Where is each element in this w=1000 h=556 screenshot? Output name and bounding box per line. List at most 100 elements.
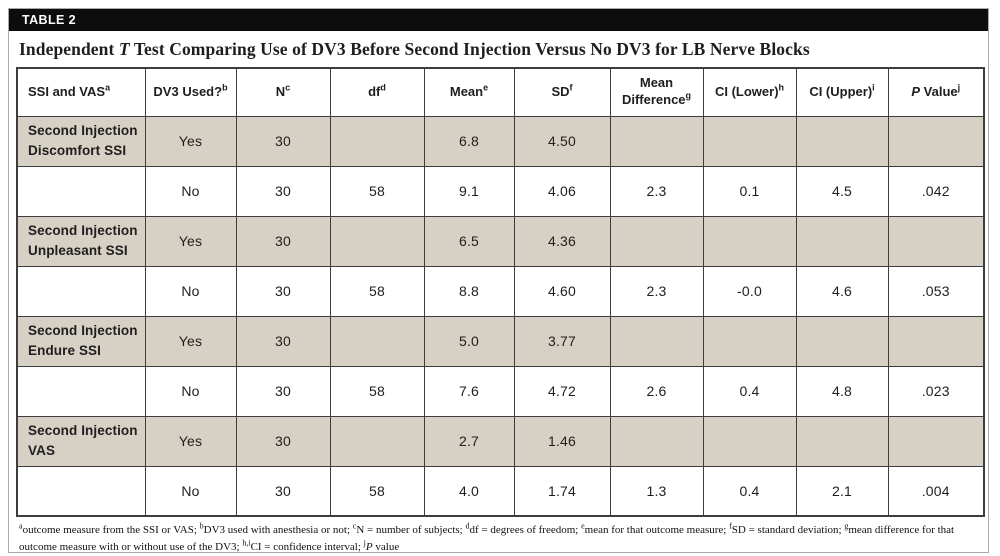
table-cell: 2.3 xyxy=(609,265,704,317)
table-cell xyxy=(702,215,797,267)
table-row: Second Injection Endure SSI Yes 30 5.0 3.77 xyxy=(16,315,985,367)
table-cell xyxy=(609,315,704,367)
table-cell: 1.74 xyxy=(513,465,611,517)
column-header-ci-upper: CI (Upper)i xyxy=(795,67,889,117)
table-body: Second Injection Discomfort SSI Yes 30 6.8 4… xyxy=(16,115,985,517)
table-cell: 0.4 xyxy=(702,365,797,417)
table-cell: 2.3 xyxy=(609,165,704,217)
table-cell: 2.7 xyxy=(423,415,515,467)
column-label: CI (Upper) xyxy=(809,83,873,99)
column-header-ssi-vas: SSI and VASa xyxy=(16,67,146,117)
title-text-post: Test Comparing Use of DV3 Before Second … xyxy=(129,39,810,59)
table-cell: Yes xyxy=(144,315,237,367)
row-group-label: Second Injection VAS xyxy=(16,415,146,467)
footnote-superscript: a xyxy=(19,521,23,531)
column-label: SSI and VAS xyxy=(28,83,106,99)
column-superscript: g xyxy=(685,90,692,101)
table-cell xyxy=(795,315,889,367)
table-cell xyxy=(329,415,425,467)
table-cell xyxy=(609,115,704,167)
table-row: No 30 58 9.1 4.06 2.3 0.1 4.5.042 xyxy=(16,165,985,217)
column-label: Mean Difference xyxy=(621,75,686,108)
table-cell: 0.1 xyxy=(702,165,797,217)
table-cell xyxy=(795,415,889,467)
table-cell: 58 xyxy=(329,365,425,417)
table-cell xyxy=(795,115,889,167)
column-superscript: i xyxy=(872,82,875,93)
column-label: CI (Lower) xyxy=(714,83,779,99)
row-group-label xyxy=(16,365,146,417)
column-superscript: j xyxy=(957,82,961,93)
table-cell xyxy=(795,215,889,267)
row-group-label xyxy=(16,465,146,517)
column-superscript: a xyxy=(105,82,111,93)
table-row: Second Injection Unpleasant SSI Yes 30 6.5 4… xyxy=(16,215,985,267)
table-cell: Yes xyxy=(144,415,237,467)
table-cell: 30 xyxy=(235,465,331,517)
footnote-superscript: c xyxy=(352,521,357,531)
table-cell: No xyxy=(144,165,237,217)
table-cell xyxy=(609,215,704,267)
row-group-label xyxy=(16,165,146,217)
table-cell: 30 xyxy=(235,165,331,217)
column-label: Mean xyxy=(449,83,484,99)
table-cell: No xyxy=(144,265,237,317)
table-cell: No xyxy=(144,365,237,417)
table-cell: 30 xyxy=(235,215,331,267)
table-cell: 58 xyxy=(329,465,425,517)
column-superscript: c xyxy=(285,82,291,93)
table-cell: 30 xyxy=(235,315,331,367)
table-cell: 4.06 xyxy=(513,165,611,217)
row-group-label: Second Injection Endure SSI xyxy=(16,315,146,367)
table-cell xyxy=(329,115,425,167)
table-cell xyxy=(702,415,797,467)
footnote-superscript: g xyxy=(844,521,849,531)
column-label-italic: P xyxy=(911,83,921,99)
column-header-mean: Meane xyxy=(423,67,515,117)
column-superscript: f xyxy=(569,82,573,93)
table-cell: 58 xyxy=(329,165,425,217)
table-cell: 30 xyxy=(235,415,331,467)
table-cell: 6.5 xyxy=(423,215,515,267)
table-cell: 6.8 xyxy=(423,115,515,167)
table-row: Second Injection VAS Yes 30 2.7 1.46 xyxy=(16,415,985,467)
table-cell: 58 xyxy=(329,265,425,317)
column-header-ci-lower: CI (Lower)h xyxy=(702,67,797,117)
column-header-p-value: P Valuej xyxy=(887,67,985,117)
table-header: SSI and VASa DV3 Used?b Nc dfd Meane SDf… xyxy=(16,67,985,117)
table-cell: 3.77 xyxy=(513,315,611,367)
column-header-n: Nc xyxy=(235,67,331,117)
column-header-sd: SDf xyxy=(513,67,611,117)
table-title: Independent T Test Comparing Use of DV3 … xyxy=(9,31,988,67)
table-cell: 4.0 xyxy=(423,465,515,517)
table-cell: 8.8 xyxy=(423,265,515,317)
table-cell xyxy=(609,415,704,467)
table-cell xyxy=(702,115,797,167)
header-row: SSI and VASa DV3 Used?b Nc dfd Meane SDf… xyxy=(16,67,985,117)
table-cell: Yes xyxy=(144,215,237,267)
table-figure: TABLE 2 Independent T Test Comparing Use… xyxy=(8,8,989,553)
footnotes: aoutcome measure from the SSI or VAS; bD… xyxy=(19,521,955,554)
footnote-superscript: d xyxy=(465,521,470,531)
footnote-italic: P xyxy=(365,541,373,554)
table-cell: 2.6 xyxy=(609,365,704,417)
table-cell xyxy=(887,415,985,467)
table-cell: 7.6 xyxy=(423,365,515,417)
column-header-df: dfd xyxy=(329,67,425,117)
table-cell: 1.46 xyxy=(513,415,611,467)
column-superscript: d xyxy=(380,82,386,93)
row-group-label xyxy=(16,265,146,317)
footnote-superscript: h,i xyxy=(242,538,251,548)
table-cell: 4.72 xyxy=(513,365,611,417)
table-cell: .004 xyxy=(887,465,985,517)
table-cell: 30 xyxy=(235,115,331,167)
title-text-pre: Independent xyxy=(19,39,119,59)
table-cell: 2.1 xyxy=(795,465,889,517)
table-row: No 30 58 4.0 1.74 1.3 0.4 2.1.004 xyxy=(16,465,985,517)
footnote-superscript: j xyxy=(363,538,366,548)
table-cell xyxy=(329,315,425,367)
table-cell: -0.0 xyxy=(702,265,797,317)
table-cell: 4.60 xyxy=(513,265,611,317)
table-cell xyxy=(887,215,985,267)
table-row: Second Injection Discomfort SSI Yes 30 6.8 4… xyxy=(16,115,985,167)
